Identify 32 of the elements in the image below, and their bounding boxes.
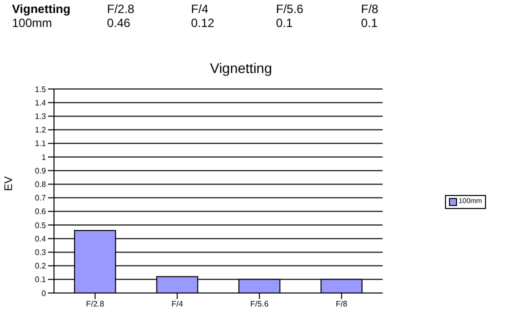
y-tick-label: 0.9 — [34, 166, 47, 176]
category-label: F/4 — [191, 2, 208, 16]
chart-title: Vignetting — [210, 60, 272, 76]
y-tick-label: 1.2 — [34, 126, 47, 135]
chart-title: Vignetting — [12, 2, 70, 16]
y-axis-title: EV — [2, 176, 15, 191]
y-tick-label: 0.5 — [34, 220, 47, 230]
x-tick-label: F/8 — [336, 300, 348, 309]
y-tick-label: 0.2 — [34, 262, 47, 271]
data-label: 0.1 — [361, 16, 378, 30]
text: 100mm — [12, 16, 52, 30]
y-tick-label: 0.3 — [34, 248, 47, 258]
category-label: F/5.6 — [276, 2, 304, 16]
y-tick-label: 1.3 — [34, 112, 47, 122]
y-tick-label: 1.1 — [34, 139, 47, 148]
category-label: F/8 — [361, 2, 378, 16]
y-tick-label: 0.8 — [34, 180, 47, 190]
x-tick-label: F/5.6 — [250, 300, 270, 309]
x-tick-label: F/2.8 — [86, 300, 105, 309]
y-tick-label: 0.4 — [34, 234, 47, 244]
y-tick-label: 1.4 — [34, 98, 47, 108]
data-label: 0.46 — [107, 16, 130, 30]
y-tick-label: 0.6 — [34, 207, 47, 216]
y-tick-label: 0.1 — [34, 275, 47, 284]
x-tick-label: F/4 — [171, 300, 184, 309]
data-label: 0.12 — [191, 16, 214, 30]
y-tick-label: 0.7 — [34, 194, 47, 203]
category-label: F/2.8 — [107, 2, 134, 16]
data-label: 0.1 — [276, 16, 293, 30]
y-tick-label: 1.5 — [34, 84, 47, 94]
y-tick-label: 0 — [42, 288, 47, 298]
y-tick-label: 1 — [42, 152, 47, 162]
